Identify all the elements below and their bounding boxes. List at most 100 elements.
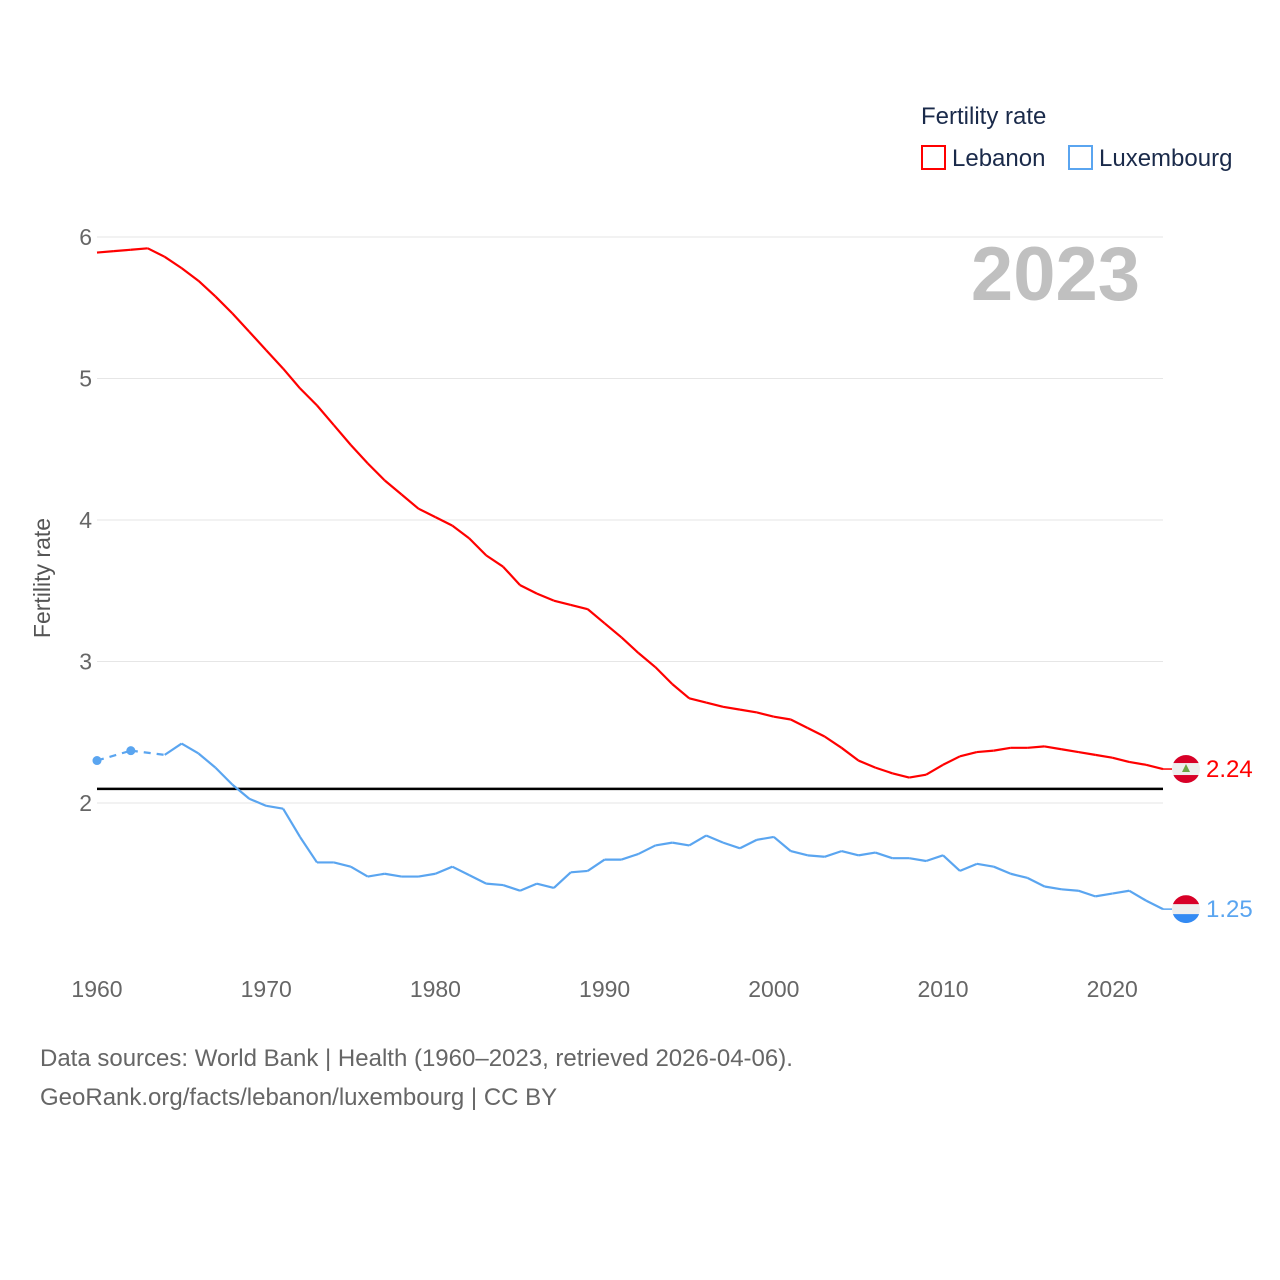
line-segment — [807, 727, 826, 738]
line-segment — [807, 854, 825, 858]
line-segment — [773, 715, 791, 721]
y-tick-label: 5 — [79, 366, 92, 392]
line-segment — [570, 869, 588, 874]
y-axis-label: Fertility rate — [29, 518, 55, 638]
line-segment — [1044, 885, 1062, 891]
line-segment — [1145, 899, 1164, 911]
line-segment — [672, 841, 690, 847]
line-segment — [603, 622, 623, 639]
line-segment — [418, 872, 436, 878]
line-segment — [265, 349, 284, 370]
line-segment — [468, 537, 487, 557]
line-segment — [383, 479, 403, 496]
line-segment — [655, 841, 673, 847]
line-segment — [164, 742, 183, 756]
line-segment — [316, 404, 335, 426]
line-segment — [282, 808, 301, 838]
line-segment — [231, 312, 251, 333]
line-segment — [96, 749, 132, 762]
line-segment — [1044, 745, 1062, 751]
series-luxembourg — [92, 742, 1172, 911]
line-segment — [333, 424, 352, 446]
line-segment — [181, 742, 200, 755]
line-segment — [739, 708, 758, 714]
line-segment — [1027, 877, 1046, 888]
legend-title: Fertility rate — [921, 103, 1046, 130]
line-segment — [130, 749, 165, 756]
line-segment — [739, 838, 758, 850]
line-segment — [637, 844, 656, 855]
line-segment — [858, 759, 876, 769]
line-segment — [959, 750, 978, 758]
line-segment — [586, 608, 606, 625]
line-segment — [502, 884, 521, 892]
line-segment — [519, 882, 538, 892]
line-segment — [773, 836, 792, 852]
line-segment — [434, 865, 453, 875]
line-segment — [909, 773, 927, 779]
line-segment — [400, 493, 420, 510]
legend-item-luxembourg[interactable]: Luxembourg — [1068, 145, 1232, 172]
line-segment — [367, 872, 385, 878]
line-segment — [790, 718, 809, 729]
line-segment — [486, 882, 504, 887]
line-segment — [349, 444, 369, 465]
line-segment — [688, 697, 707, 704]
x-tick-label: 1960 — [71, 976, 122, 1002]
line-segment — [840, 746, 860, 762]
line-segment — [942, 755, 961, 766]
line-segment — [536, 882, 555, 889]
line-segment — [147, 247, 166, 258]
year-label: 2023 — [971, 232, 1140, 317]
flag-luxembourg-icon — [1172, 895, 1200, 924]
line-segment — [451, 865, 470, 877]
line-segment — [197, 752, 217, 769]
line-segment — [756, 711, 775, 718]
line-segment — [824, 850, 842, 858]
line-segment — [790, 850, 808, 857]
line-segment — [299, 836, 318, 864]
line-segment — [266, 804, 284, 810]
line-segment — [164, 255, 183, 270]
y-tick-label: 4 — [79, 507, 92, 533]
line-segment — [130, 247, 148, 251]
line-segment — [620, 636, 640, 654]
line-segment — [502, 565, 521, 586]
legend-label-luxembourg: Luxembourg — [1099, 145, 1232, 172]
line-segment — [248, 331, 268, 351]
legend-swatch-lebanon — [921, 145, 946, 170]
line-segment — [993, 746, 1011, 752]
flag-lebanon-icon — [1172, 755, 1200, 784]
line-segment — [705, 834, 724, 844]
line-segment — [1010, 872, 1028, 880]
line-segment — [925, 854, 944, 863]
line-segment — [722, 705, 741, 711]
line-segment — [282, 367, 301, 390]
line-segment — [637, 652, 657, 669]
line-segment — [350, 865, 369, 878]
line-segment — [1112, 889, 1130, 895]
source-link[interactable]: GeoRank.org/facts/lebanon/luxembourg | C… — [40, 1084, 558, 1111]
line-segment — [417, 507, 436, 519]
line-segment — [468, 874, 487, 885]
line-segment — [1078, 750, 1096, 756]
line-segment — [925, 763, 944, 776]
line-segment — [892, 772, 910, 779]
y-tick-label: 3 — [79, 649, 92, 675]
line-segment — [299, 387, 318, 407]
legend-item-lebanon[interactable]: Lebanon — [921, 145, 1045, 172]
line-segment — [976, 749, 994, 754]
line-segment — [451, 524, 470, 540]
x-tick-label: 2000 — [748, 976, 799, 1002]
x-tick-label: 1980 — [410, 976, 461, 1002]
line-segment — [942, 854, 961, 872]
line-segment — [570, 603, 588, 611]
line-segment — [1027, 745, 1045, 749]
data-source-text: Data sources: World Bank | Health (1960–… — [40, 1045, 793, 1072]
y-tick-label: 2 — [79, 790, 92, 816]
line-segment — [113, 248, 131, 253]
line-segment — [621, 852, 639, 861]
line-segment — [366, 462, 386, 482]
series-lebanon — [96, 247, 1172, 779]
